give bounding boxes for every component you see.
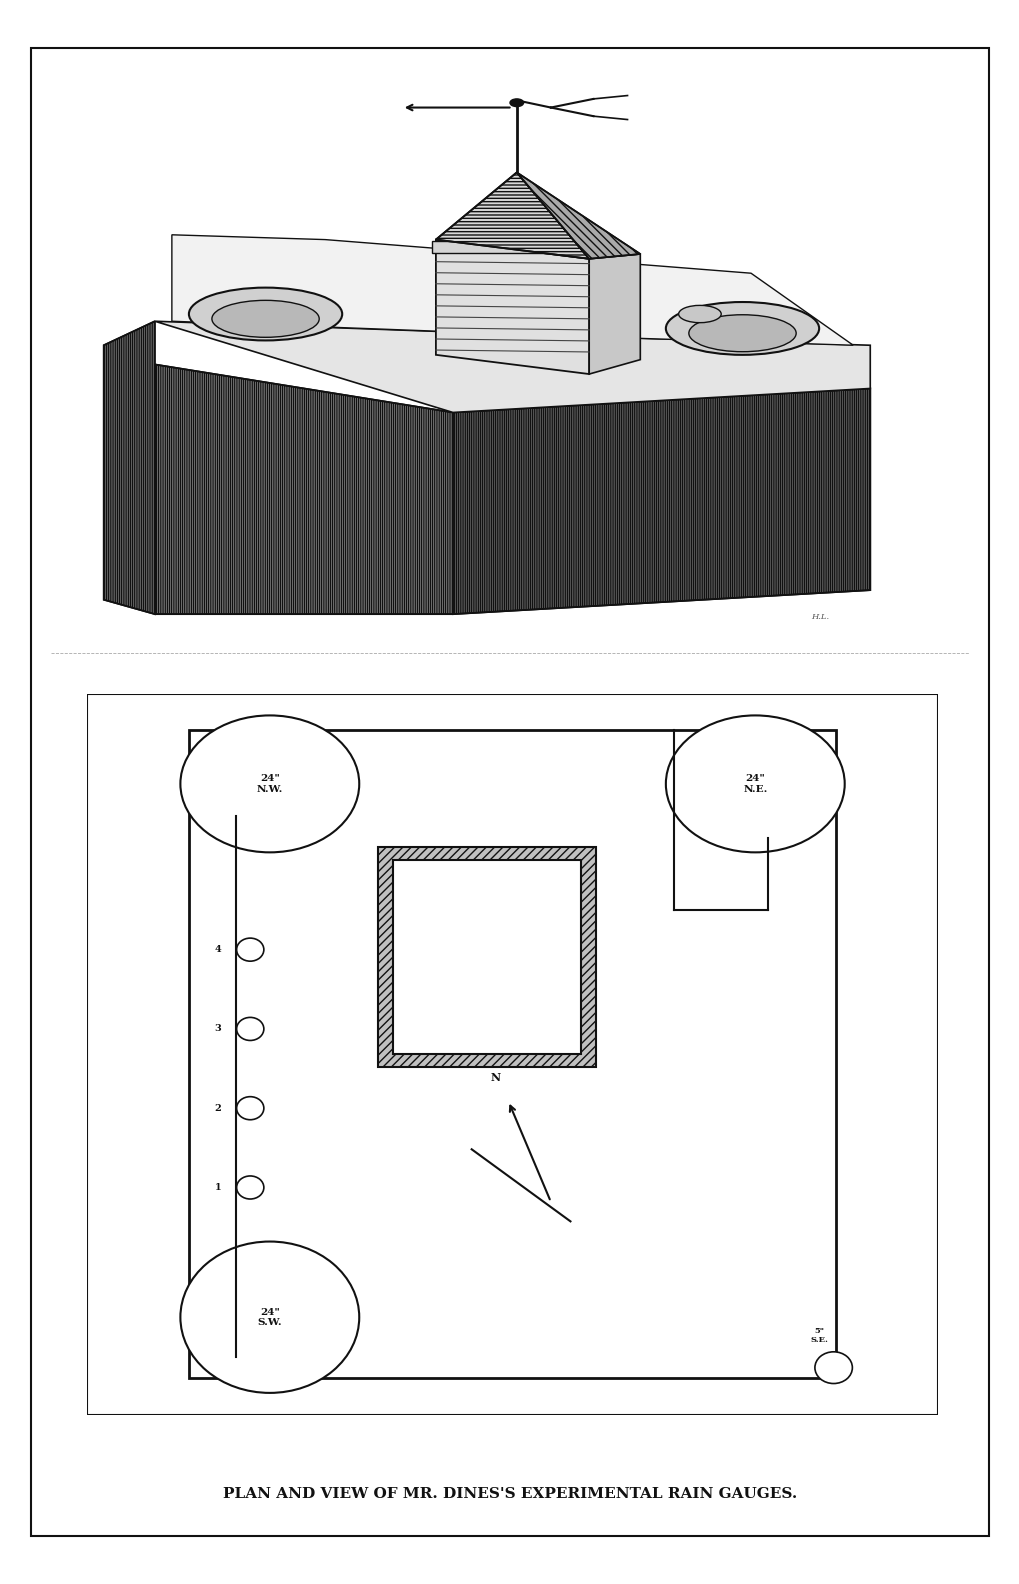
Bar <box>378 846 595 1068</box>
Ellipse shape <box>180 716 359 852</box>
Text: 1: 1 <box>214 1183 221 1193</box>
Text: N: N <box>490 1072 500 1083</box>
Ellipse shape <box>665 716 844 852</box>
Polygon shape <box>589 253 640 374</box>
Polygon shape <box>435 239 589 374</box>
Text: 24"
N.E.: 24" N.E. <box>743 775 766 794</box>
Bar <box>393 860 580 1055</box>
Text: 5"
S.E.: 5" S.E. <box>809 1327 827 1343</box>
Circle shape <box>510 98 523 106</box>
Ellipse shape <box>212 301 319 337</box>
Circle shape <box>236 938 264 961</box>
Text: 24"
N.W.: 24" N.W. <box>257 775 282 794</box>
Ellipse shape <box>665 303 818 355</box>
Polygon shape <box>517 173 640 258</box>
Polygon shape <box>172 234 853 345</box>
Polygon shape <box>452 388 869 615</box>
Polygon shape <box>155 322 869 412</box>
Bar <box>431 241 597 252</box>
Polygon shape <box>155 364 452 615</box>
Circle shape <box>236 1017 264 1041</box>
Text: PLAN AND VIEW OF MR. DINES'S EXPERIMENTAL RAIN GAUGES.: PLAN AND VIEW OF MR. DINES'S EXPERIMENTA… <box>223 1487 796 1500</box>
Text: 4: 4 <box>214 946 221 954</box>
Text: 2: 2 <box>214 1104 221 1112</box>
Polygon shape <box>435 173 589 258</box>
Circle shape <box>236 1096 264 1120</box>
Text: 24"
S.W.: 24" S.W. <box>257 1307 282 1327</box>
Text: H.L.: H.L. <box>810 613 828 621</box>
Ellipse shape <box>688 315 796 352</box>
Text: 3: 3 <box>214 1025 221 1033</box>
Ellipse shape <box>678 306 720 323</box>
Ellipse shape <box>189 288 342 341</box>
Circle shape <box>180 1242 359 1392</box>
Polygon shape <box>104 322 155 615</box>
Bar <box>189 730 836 1378</box>
Circle shape <box>814 1351 852 1383</box>
Circle shape <box>236 1175 264 1199</box>
